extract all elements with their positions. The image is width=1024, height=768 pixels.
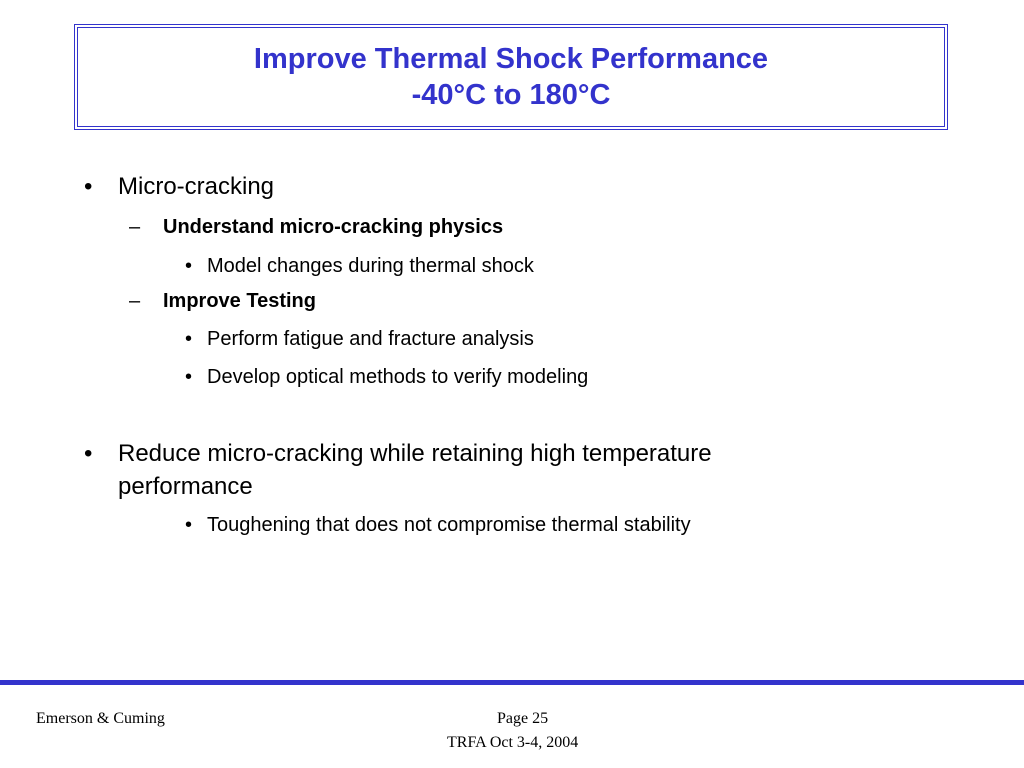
bullet-marker: •: [185, 328, 193, 350]
title-frame: Improve Thermal Shock Performance -40°C …: [74, 24, 948, 130]
footer-divider: [0, 680, 1024, 685]
detail-bullet-optical-methods: • Develop optical methods to verify mode…: [185, 364, 589, 390]
bullet-marker: •: [185, 366, 193, 388]
detail-bullet-text: Perform fatigue and fracture analysis: [207, 328, 534, 350]
bullet-text: Micro-cracking: [118, 173, 275, 200]
dash-marker: –: [129, 290, 141, 312]
title-line-2: -40°C to 180°C: [411, 79, 611, 111]
detail-bullet-text: Develop optical methods to verify modeli…: [207, 366, 589, 388]
bullet-reduce-micro-cracking: • Reduce micro-cracking while retaining …: [84, 437, 712, 503]
bullet-text-line-2: performance: [118, 473, 253, 500]
detail-bullet-text: Model changes during thermal shock: [207, 255, 534, 277]
footer-company: Emerson & Cuming: [36, 710, 165, 727]
dash-marker: –: [129, 216, 141, 238]
detail-bullet-toughening: • Toughening that does not compromise th…: [185, 512, 691, 538]
sub-bullet-text: Understand micro-cracking physics: [163, 216, 504, 238]
title-line-1: Improve Thermal Shock Performance: [253, 43, 769, 75]
sub-bullet-understand-physics: – Understand micro-cracking physics: [129, 214, 504, 240]
bullet-marker: •: [84, 173, 93, 200]
detail-bullet-fatigue-analysis: • Perform fatigue and fracture analysis: [185, 326, 534, 352]
bullet-marker: •: [185, 255, 193, 277]
sub-bullet-text: Improve Testing: [163, 290, 316, 312]
bullet-marker: •: [185, 514, 193, 536]
footer-page-number: Page 25: [497, 710, 549, 727]
detail-bullet-model-changes: • Model changes during thermal shock: [185, 253, 534, 279]
bullet-marker: •: [84, 440, 93, 467]
bullet-text-line-1: Reduce micro-cracking while retaining hi…: [118, 440, 712, 467]
sub-bullet-improve-testing: – Improve Testing: [129, 288, 316, 314]
bullet-micro-cracking: • Micro-cracking: [84, 170, 275, 203]
footer-event-date: TRFA Oct 3-4, 2004: [447, 734, 579, 751]
detail-bullet-text: Toughening that does not compromise ther…: [207, 514, 691, 536]
